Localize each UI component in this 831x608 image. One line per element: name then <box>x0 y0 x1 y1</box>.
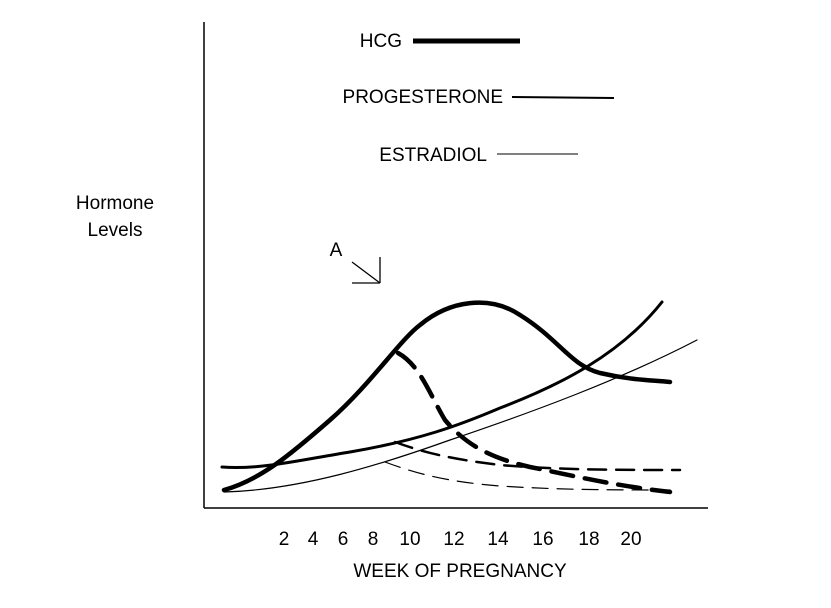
hcg-curve <box>221 300 673 493</box>
estradiol-curve <box>223 339 698 493</box>
legend-label: HCG <box>360 31 402 52</box>
x-tick-label: 20 <box>620 529 641 550</box>
x-axis-label: WEEK OF PREGNANCY <box>353 561 567 582</box>
x-tick-label: 6 <box>338 529 349 550</box>
x-tick-label: 8 <box>368 529 379 550</box>
x-tick-label: 18 <box>578 529 599 550</box>
x-tick-label: 14 <box>487 529 509 550</box>
legend-label: PROGESTERONE <box>343 87 503 108</box>
annotation-arrow <box>351 257 381 284</box>
y-axis-label: Levels <box>88 220 143 241</box>
x-tick-label: 12 <box>443 529 464 550</box>
x-tick-label: 2 <box>279 529 290 550</box>
x-tick-label: 10 <box>399 529 420 550</box>
legend-label: ESTRADIOL <box>379 145 487 166</box>
progesterone-dashed-curve <box>393 440 682 472</box>
legend-swatch <box>511 96 615 99</box>
x-tick-label: 4 <box>308 529 319 550</box>
hcg-dashed-curve <box>395 350 673 495</box>
y-axis-label: Hormone <box>76 193 154 214</box>
x-tick-label: 16 <box>532 529 553 550</box>
annotation-label: A <box>330 240 343 261</box>
progesterone-curve <box>220 300 664 469</box>
estradiol-dashed-curve <box>384 461 671 491</box>
